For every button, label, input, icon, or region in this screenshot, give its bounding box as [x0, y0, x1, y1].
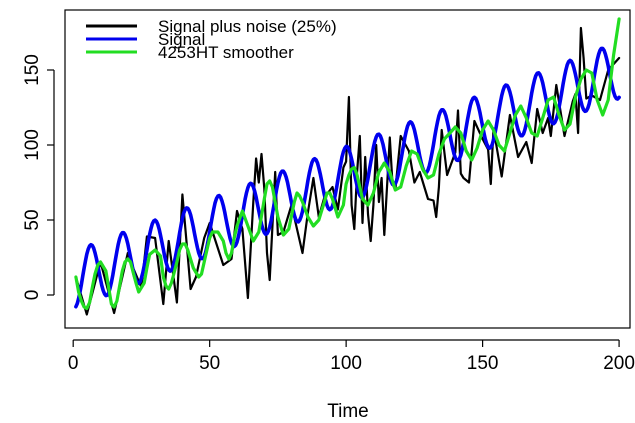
x-tick-label: 0	[68, 353, 79, 374]
y-axis: 0 50 100 150	[22, 54, 55, 301]
x-tick-label: 100	[330, 353, 362, 374]
series-line-1	[74, 46, 621, 309]
x-axis-title: Time	[327, 401, 369, 422]
legend-label-smoother: 4253HT smoother	[158, 43, 294, 62]
y-tick-label: 150	[22, 54, 43, 86]
x-tick-label: 50	[199, 353, 220, 374]
series-layer	[74, 17, 621, 316]
x-tick-label: 200	[603, 353, 635, 374]
series-line-2	[74, 17, 621, 311]
legend: Signal plus noise (25%) Signal 4253HT sm…	[86, 17, 337, 62]
legend-label-signal: Signal	[158, 30, 205, 49]
legend-label-signal-plus-noise: Signal plus noise (25%)	[158, 17, 337, 36]
x-tick-label: 150	[467, 353, 499, 374]
series-line-0	[74, 26, 621, 316]
x-axis: 0 50 100 150 200	[68, 339, 635, 374]
y-tick-label: 0	[22, 290, 43, 301]
y-tick-label: 100	[22, 129, 43, 161]
plot-frame	[64, 9, 631, 329]
y-tick-label: 50	[22, 209, 43, 230]
